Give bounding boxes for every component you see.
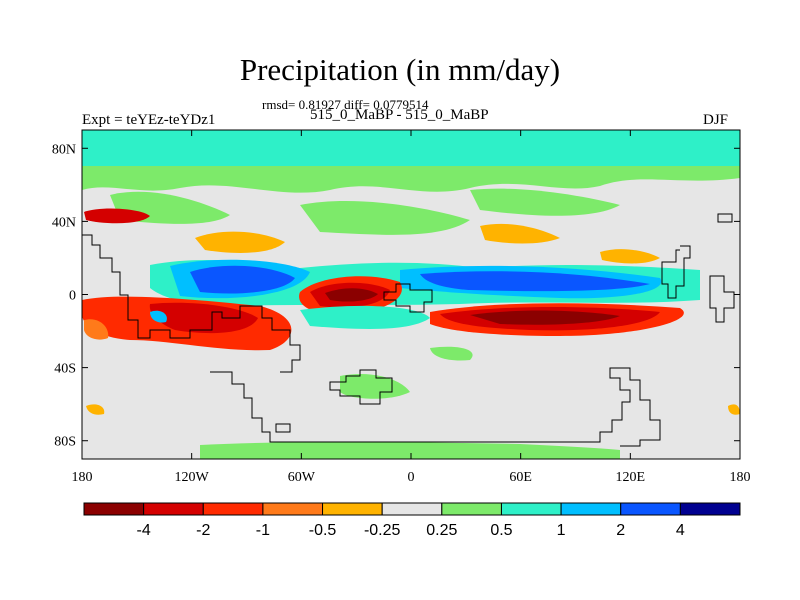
colorbar-swatch	[322, 502, 383, 516]
colorbar: -4 -2 -1 -0.5 -0.25 0.25 0.5 1 2 4	[83, 502, 741, 539]
colorbar-swatch	[441, 502, 502, 516]
colorbar-label: -1	[256, 522, 270, 539]
coastline-atlantic-island	[329, 369, 393, 405]
fill-green-south-indian	[430, 346, 473, 361]
colorbar-swatch	[620, 502, 681, 516]
case-label: 515_0_MaBP - 515_0_MaBP	[310, 107, 489, 123]
tick-marks	[81, 130, 741, 459]
coastline-west	[82, 234, 301, 373]
y-tick-label: 80S	[54, 435, 76, 450]
fill-green-north-edge	[82, 166, 740, 193]
continent-outlines	[82, 213, 735, 447]
colorbar-swatch	[202, 502, 264, 516]
x-tick-label: 0	[408, 470, 415, 485]
season-label: DJF	[703, 112, 729, 128]
y-tick-label: 0	[69, 289, 76, 304]
fill-red-north-pacific	[84, 208, 150, 224]
x-tick-label: 60E	[509, 470, 532, 485]
x-tick-label: 180	[72, 470, 93, 485]
fill-cyan-southern-band	[300, 305, 430, 329]
colorbar-label: -0.25	[364, 522, 401, 539]
y-tick-label: 80N	[52, 142, 76, 157]
coastline-antarctica	[210, 367, 661, 447]
fill-skyblue-south-pacific	[150, 310, 167, 323]
x-tick-label: 120W	[175, 470, 210, 485]
x-tick-label: 120E	[616, 470, 646, 485]
fill-blue-indian-pacific	[420, 271, 650, 292]
colorbar-label: 0.25	[426, 522, 457, 539]
colorbar-swatch	[143, 502, 204, 516]
fill-orange-north-atlantic	[480, 223, 560, 244]
chart-title: Precipitation (in mm/day)	[239, 52, 561, 87]
x-tick-label: 180	[730, 470, 751, 485]
coastline-east	[661, 245, 691, 299]
fill-green-north-atlantic	[300, 200, 470, 235]
colorbar-label: 2	[616, 522, 625, 539]
colorbar-label: 0.5	[490, 522, 512, 539]
coastline-central	[383, 283, 433, 313]
fill-orange-north-pacific	[195, 231, 285, 253]
experiment-label: Expt = teYEz-teYDz1	[82, 112, 216, 128]
coastline-island-ne	[717, 213, 733, 223]
fill-green-eurasia	[470, 188, 620, 216]
coastline-island-sw	[275, 423, 291, 433]
fill-orange-east-asia	[600, 249, 660, 264]
fill-blue-east-pacific	[190, 265, 295, 294]
colorbar-label: -2	[196, 522, 210, 539]
colorbar-swatch	[381, 502, 443, 516]
x-tick-label: 60W	[288, 470, 316, 485]
y-tick-label: 40N	[52, 215, 76, 230]
fill-maroon-south-indian	[470, 310, 620, 325]
colorbar-swatch	[83, 502, 145, 516]
fill-polar-band	[82, 130, 740, 168]
tick-labels: 180 120W 60W 0 60E 120E 180 80N 40N 0 40S 80S	[52, 142, 751, 485]
fill-orange-southeast	[728, 404, 740, 415]
colorbar-label: 1	[557, 522, 566, 539]
fill-green-south-edge	[200, 441, 620, 459]
fill-red-south-pacific	[149, 302, 258, 334]
colorbar-swatch	[262, 502, 324, 516]
stats-line: rmsd= 0.81927 diff= 0.0779514	[262, 97, 429, 112]
map-panel	[82, 130, 740, 459]
colorbar-swatch	[500, 502, 562, 516]
fill-orange-southeast-pacific	[84, 319, 109, 340]
coastline-far-east	[709, 275, 735, 323]
colorbar-label: -4	[137, 522, 151, 539]
colorbar-swatch	[679, 502, 741, 516]
y-tick-label: 40S	[54, 362, 76, 377]
colorbar-label: 4	[676, 522, 685, 539]
fill-orange-southwest	[86, 404, 105, 415]
fill-maroon-tropical-atlantic	[325, 288, 378, 302]
colorbar-label: -0.5	[309, 522, 337, 539]
colorbar-swatch	[560, 502, 622, 516]
